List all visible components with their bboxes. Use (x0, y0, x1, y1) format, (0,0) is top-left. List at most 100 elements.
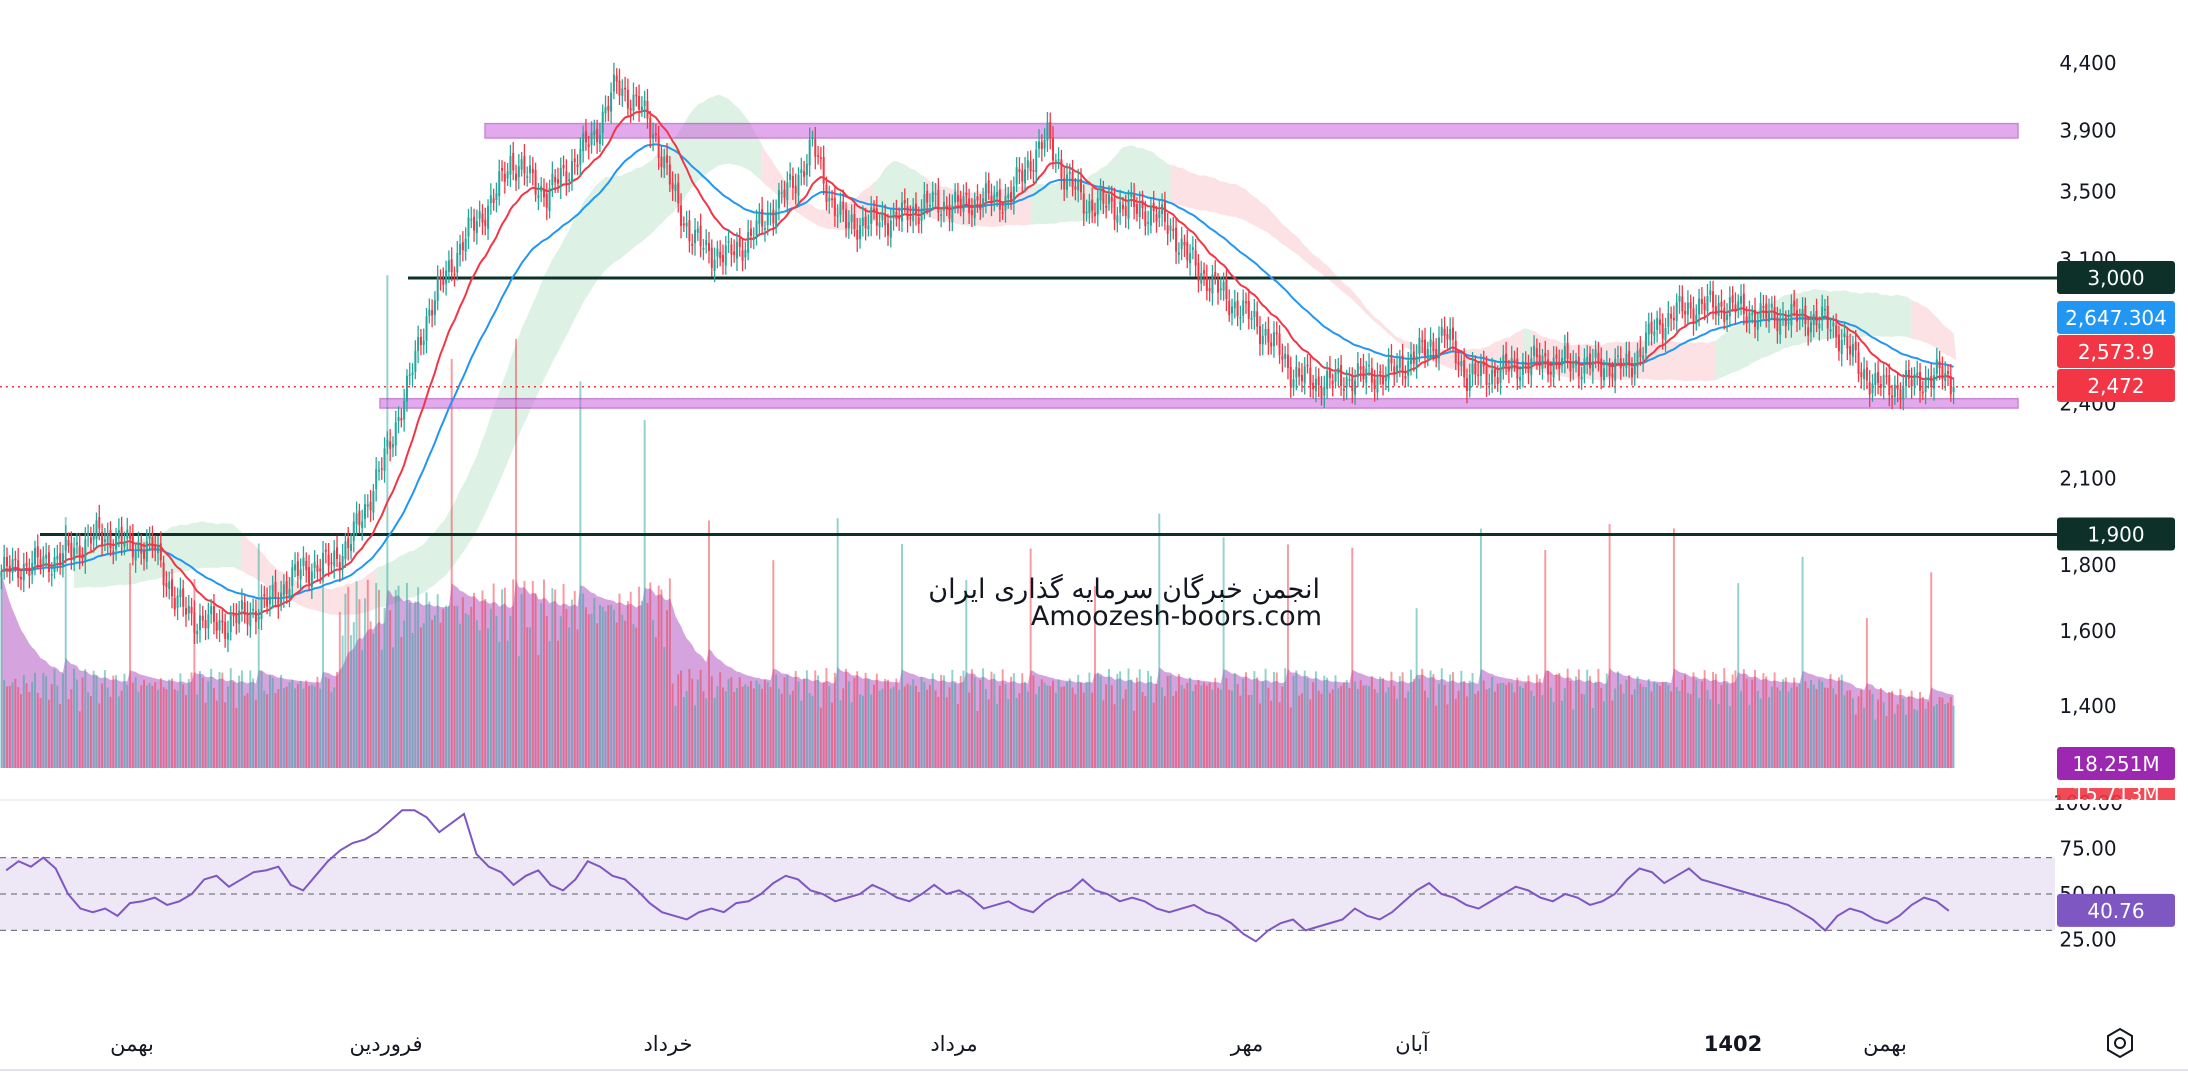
candle-body (274, 582, 277, 597)
candle-body (1063, 178, 1066, 190)
volume-bar (1879, 688, 1882, 768)
candle-body (1138, 203, 1141, 218)
candle-body (1116, 215, 1119, 223)
volume-bar (1600, 687, 1603, 768)
candle-body (1015, 167, 1018, 185)
candle-body (724, 245, 727, 266)
candle-body (920, 208, 923, 222)
volume-last-tag-bg (2057, 788, 2175, 802)
volume-bar (615, 622, 618, 768)
volume-bar (42, 672, 45, 768)
candle-body (349, 544, 353, 551)
candle-body (1547, 359, 1550, 375)
volume-bar (417, 587, 420, 768)
candle-body (1846, 335, 1849, 349)
candle-body (1149, 206, 1152, 226)
candle-body (1208, 288, 1211, 292)
candle-body (509, 156, 512, 175)
candle-body (677, 182, 680, 204)
volume-bar (386, 275, 389, 768)
candle-body (512, 152, 515, 171)
settings-icon[interactable] (2107, 1027, 2133, 1059)
candle-body (1773, 307, 1776, 321)
cloud-segment (1522, 328, 1532, 369)
volume-bar (1650, 691, 1653, 768)
candle-body (1765, 303, 1768, 319)
candle-body (537, 194, 540, 199)
candle-body (1717, 303, 1720, 316)
candle-body (1944, 373, 1947, 382)
candle-body (1829, 329, 1832, 332)
candle-body (1541, 355, 1544, 369)
volume-bar (212, 688, 215, 768)
candle-body (1745, 316, 1748, 324)
volume-bar (1186, 682, 1189, 768)
volume-bar (1124, 689, 1127, 768)
candle-body (763, 228, 766, 230)
volume-bar (873, 684, 875, 768)
volume-bar (1214, 677, 1217, 768)
candle-body (990, 195, 993, 204)
volume-bar (1479, 528, 1482, 768)
volume-bar (1868, 689, 1871, 768)
volume-bar (1927, 701, 1930, 768)
volume-bar (702, 691, 705, 768)
candle-body (1644, 332, 1647, 354)
candle-body (1398, 358, 1401, 369)
candle-body (1809, 321, 1812, 333)
candle-body (853, 214, 856, 230)
volume-bar (39, 697, 42, 768)
candle-body (344, 541, 347, 560)
candle-body (391, 444, 394, 448)
candle-body (1602, 368, 1606, 381)
candle-body (1096, 198, 1099, 215)
candle-body (937, 189, 940, 213)
candle-body (1516, 358, 1519, 379)
volume-bar (47, 699, 50, 768)
candle-body (1351, 376, 1354, 392)
volume-bar (1040, 679, 1043, 768)
volume-bar (912, 679, 915, 768)
volume-bar (1292, 675, 1295, 768)
volume-bar (1407, 691, 1410, 768)
volume-bar (501, 589, 504, 768)
volume-bar (1001, 669, 1004, 768)
candle-body (752, 238, 755, 241)
candle-body (1093, 212, 1096, 217)
candle-body (1068, 171, 1071, 174)
volume-bar (243, 695, 246, 768)
candle-body (903, 199, 906, 204)
candle-body (1561, 357, 1564, 366)
candle-body (1231, 306, 1234, 314)
volume-bar (439, 622, 442, 768)
rsi-tick-label: 75.00 (2059, 837, 2116, 861)
candle-body (1135, 203, 1138, 214)
candle-body (1689, 302, 1692, 309)
candle-body (1222, 281, 1225, 291)
volume-bar (1175, 691, 1178, 768)
candle-body (271, 584, 274, 599)
candle-body (151, 537, 154, 549)
support-resistance-zones (379, 122, 2019, 409)
volume-bar (1877, 699, 1880, 768)
candle-body (545, 193, 548, 208)
cloud-segment (874, 161, 925, 222)
price-tag-label: 2,573.9 (2078, 340, 2154, 364)
volume-bar (162, 687, 165, 768)
volume-bar (819, 707, 822, 768)
volume-bar (1633, 689, 1636, 768)
volume-bar (990, 671, 993, 768)
volume-bar (1608, 523, 1611, 768)
volume-bar (11, 682, 14, 768)
candle-body (1784, 317, 1787, 327)
volume-bar (1773, 672, 1776, 768)
volume-bar (400, 636, 403, 768)
candle-body (302, 557, 305, 567)
rsi-tag-label: 40.76 (2087, 899, 2144, 923)
volume-bar (1161, 687, 1164, 768)
candle-body (425, 316, 428, 341)
candle-body (1770, 303, 1773, 308)
candle-body (11, 559, 14, 573)
volume-bar (1505, 684, 1508, 768)
